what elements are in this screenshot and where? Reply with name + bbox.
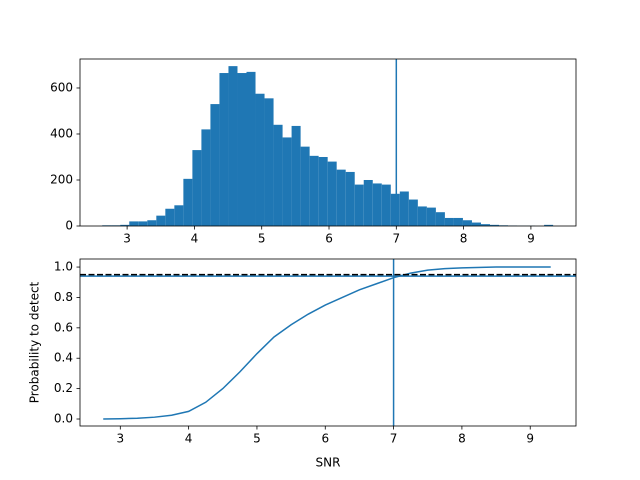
x-tick-label: 9 (527, 232, 535, 246)
x-tick-label: 4 (185, 432, 193, 446)
histogram-bar (363, 179, 373, 226)
histogram-bar (183, 178, 193, 226)
x-tick-label: 4 (191, 232, 199, 246)
histogram-bar (291, 125, 301, 226)
histogram-bar (480, 224, 490, 226)
histogram-bar (471, 222, 481, 226)
axes-frame (79, 58, 577, 227)
y-axis-label: Probability to detect (28, 281, 42, 403)
x-axis-label: SNR (316, 456, 341, 470)
y-tick-label: 1.0 (54, 260, 73, 274)
histogram-bar (417, 206, 427, 226)
curve (103, 266, 551, 420)
histogram-bar (399, 191, 409, 226)
histogram-bar (237, 73, 247, 226)
histogram-bar (219, 73, 229, 226)
histogram-bar (336, 169, 346, 226)
x-tick-label: 8 (458, 432, 466, 446)
x-tick-label: 7 (390, 432, 398, 446)
histogram-bar (138, 221, 148, 226)
histogram-bar (462, 220, 472, 226)
y-tick-label: 0.0 (54, 412, 73, 426)
histogram-bar (192, 150, 202, 226)
histogram-bar (264, 98, 274, 226)
histogram-bar (309, 155, 319, 226)
y-tick-label: 0.4 (54, 351, 73, 365)
x-tick-label: 9 (526, 432, 534, 446)
histogram-bar (435, 212, 445, 226)
y-tick-label: 0.6 (54, 320, 73, 334)
histogram-bar (390, 193, 400, 226)
histogram-bar (372, 183, 382, 226)
x-tick-label: 3 (116, 432, 124, 446)
histogram-bar (246, 71, 256, 226)
histogram-bar (165, 208, 175, 226)
histogram-bar (300, 146, 310, 226)
histogram-bar (201, 129, 211, 226)
histogram-bar (147, 220, 157, 226)
histogram-bar (174, 205, 184, 226)
y-tick-label: 0.8 (54, 290, 73, 304)
histogram-bar (381, 184, 391, 226)
histogram-bar (345, 171, 355, 226)
histogram-bar (228, 66, 238, 226)
histogram-bar (318, 156, 328, 226)
histogram-bar (426, 207, 436, 226)
histogram-bar (453, 217, 463, 226)
x-tick-label: 7 (392, 232, 400, 246)
x-tick-label: 5 (253, 432, 261, 446)
histogram-bar (282, 137, 292, 226)
axes-frame (79, 258, 577, 427)
y-tick-label: 0 (65, 219, 73, 233)
x-tick-label: 6 (325, 232, 333, 246)
histogram-bar (129, 221, 139, 226)
histogram-bar (544, 224, 554, 226)
y-tick-label: 200 (50, 172, 73, 186)
x-tick-label: 6 (321, 432, 329, 446)
y-tick-label: 0.2 (54, 381, 73, 395)
x-tick-label: 3 (123, 232, 131, 246)
histogram-bar (255, 93, 265, 226)
histogram-bar (273, 124, 283, 226)
histogram-bar (444, 217, 454, 226)
histogram-bar (408, 199, 418, 226)
x-tick-label: 8 (460, 232, 468, 246)
histogram-bar (489, 224, 500, 226)
histogram-bar (327, 161, 337, 226)
x-tick-label: 5 (258, 232, 266, 246)
histogram-bar (120, 224, 130, 226)
histogram-bar (156, 215, 166, 226)
y-tick-label: 600 (50, 80, 73, 94)
histogram-bar (210, 104, 220, 226)
histogram-bar (354, 184, 364, 226)
y-tick-label: 400 (50, 126, 73, 140)
